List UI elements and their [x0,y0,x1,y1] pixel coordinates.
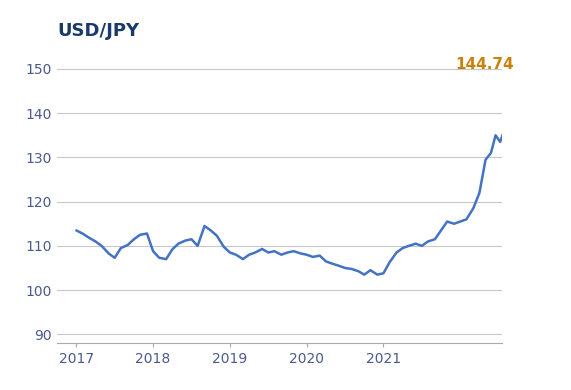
Text: 144.74: 144.74 [456,57,514,72]
Text: USD/JPY: USD/JPY [57,22,139,40]
